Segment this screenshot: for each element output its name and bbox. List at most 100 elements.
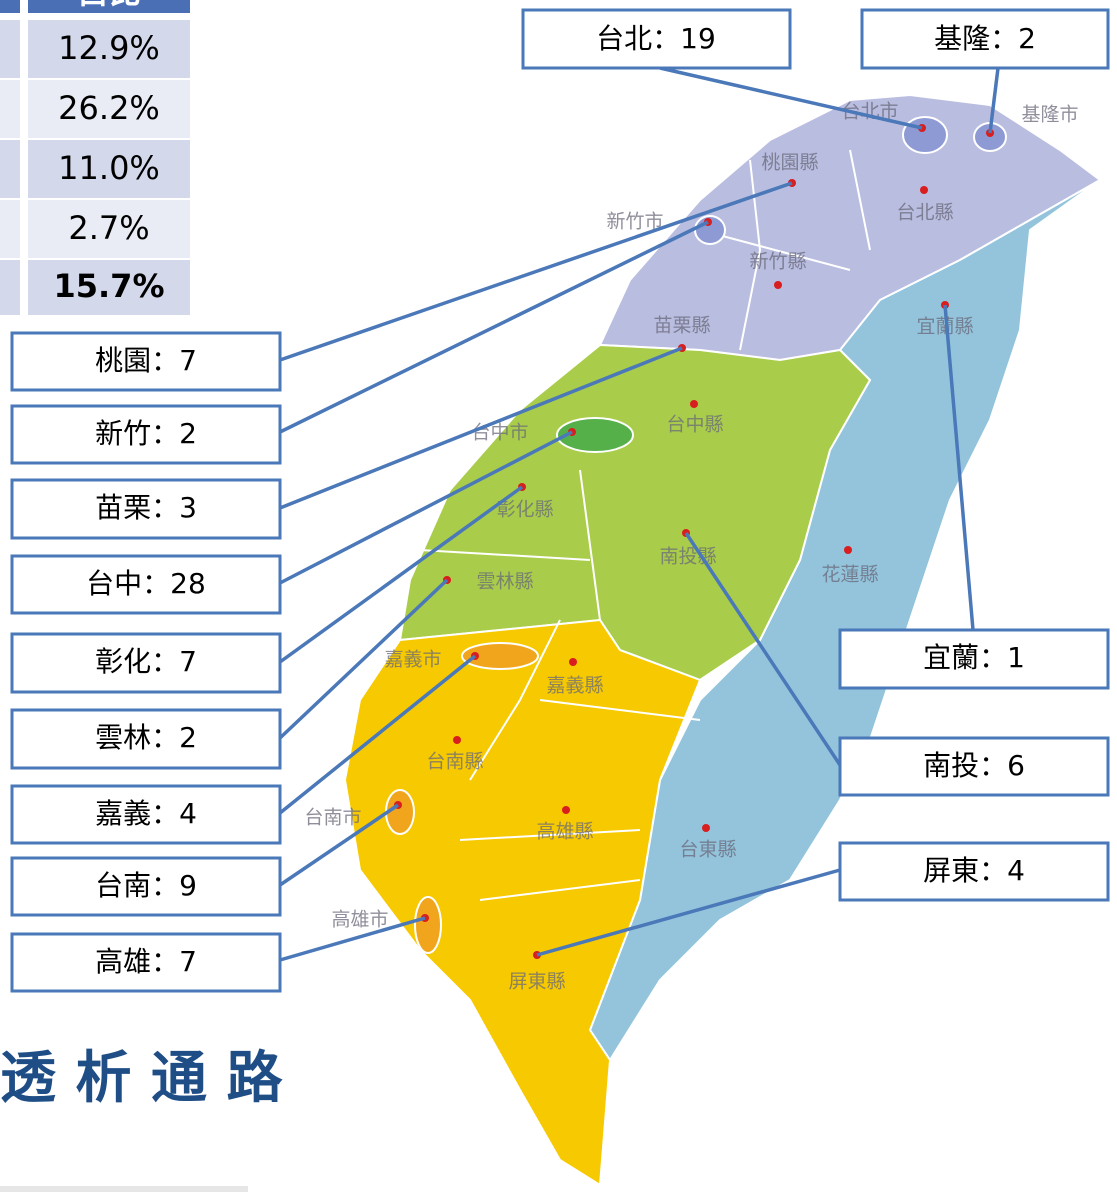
header-cell	[0, 0, 20, 13]
dot	[844, 546, 852, 554]
map-label: 屏東縣	[508, 971, 565, 993]
footer-bar	[0, 1186, 248, 1192]
cell-text: 12.9%	[58, 29, 160, 67]
callout-box	[10, 784, 282, 845]
leader-line	[279, 181, 793, 362]
leader-line	[278, 654, 477, 815]
dot	[569, 658, 577, 666]
city-patch	[461, 642, 539, 670]
title: 透 析 通 路	[0, 1046, 283, 1111]
dot	[702, 824, 710, 832]
callout-label: 彰化：7	[95, 645, 197, 678]
leader-line	[659, 66, 923, 130]
callout-box	[10, 554, 282, 615]
callouts: 台北：19 基隆：2 桃園：7 新竹：2 苗栗：3 台中：28 彰化：7 雲林：…	[10, 8, 1110, 993]
callout-label: 屏東：4	[923, 854, 1025, 887]
leader-line	[278, 485, 524, 664]
leader-line	[988, 67, 1000, 134]
map-label: 新竹市	[606, 211, 663, 233]
leader-line	[278, 578, 449, 740]
callout-label: 台南：9	[95, 869, 197, 902]
map-label: 台北縣	[896, 202, 953, 224]
dot	[774, 281, 782, 289]
header-text: 占比	[77, 0, 141, 11]
header-cell	[28, 0, 190, 13]
leader-line	[279, 346, 683, 510]
cell-text: 11.0%	[58, 149, 160, 187]
map-label: 南投縣	[659, 546, 716, 568]
callout-label: 台北：19	[596, 22, 716, 55]
callout-box	[10, 331, 282, 392]
callout-label: 高雄：7	[95, 945, 197, 978]
map-label: 苗栗縣	[653, 315, 710, 337]
map-label: 基隆市	[1021, 104, 1078, 126]
map-label: 台南市	[304, 807, 361, 829]
callout-box	[10, 404, 282, 465]
callout-box	[10, 478, 282, 540]
dot	[453, 736, 461, 744]
callout-box	[838, 736, 1110, 797]
city-patch	[414, 896, 442, 954]
map-label: 花蓮縣	[821, 564, 878, 586]
leader-line	[684, 532, 842, 766]
map-label: 彰化縣	[496, 499, 553, 521]
map-label: 台北市	[841, 101, 898, 123]
leader-line	[536, 868, 841, 957]
cell	[0, 80, 20, 138]
region-south	[343, 618, 702, 1187]
cell	[28, 20, 190, 78]
leader-line	[943, 304, 975, 631]
callout-label: 雲林：2	[95, 721, 197, 754]
map-label: 高雄市	[331, 909, 388, 931]
map-label: 雲林縣	[476, 571, 533, 593]
cell	[0, 200, 20, 258]
map-label: 桃園縣	[761, 152, 818, 174]
callout-box	[860, 8, 1110, 70]
map-label: 台中市	[471, 422, 528, 444]
cell	[0, 20, 20, 78]
cell	[28, 140, 190, 198]
leader-line	[279, 430, 573, 585]
boundary	[419, 149, 871, 901]
callout-box	[521, 8, 792, 70]
cell	[28, 260, 190, 315]
leader-lines	[278, 66, 1000, 962]
callout-label: 宜蘭：1	[923, 641, 1025, 674]
callout-label: 南投：6	[923, 749, 1025, 782]
callout-box	[10, 632, 282, 694]
leader-line	[279, 803, 399, 887]
callout-box	[838, 841, 1110, 902]
callout-label: 桃園：7	[95, 344, 197, 377]
dot	[562, 806, 570, 814]
city-patch	[556, 417, 634, 453]
map	[343, 93, 1102, 1187]
callout-box	[10, 708, 282, 770]
cell	[28, 200, 190, 258]
cell-text: 26.2%	[58, 89, 160, 127]
dot	[920, 186, 928, 194]
map-label: 高雄縣	[536, 821, 593, 843]
callout-label: 新竹：2	[95, 417, 197, 450]
callout-box	[838, 628, 1110, 690]
callout-box	[10, 932, 282, 993]
map-label: 新竹縣	[749, 251, 806, 273]
callout-box	[10, 856, 282, 917]
leader-line	[279, 220, 709, 434]
map-label: 台東縣	[679, 839, 736, 861]
map-label: 台南縣	[426, 751, 483, 773]
map-labels: 台北市 基隆市 桃園縣 新竹市 台北縣 新竹縣 宜蘭縣 苗栗縣 台中市 台中縣 …	[304, 101, 1078, 993]
callout-label: 基隆：2	[934, 22, 1036, 55]
callout-label: 苗栗：3	[95, 491, 197, 524]
cell-text: 2.7%	[68, 209, 149, 247]
table: 占比 12.9% 26.2% 11.0% 2.7% 15.7%	[0, 0, 190, 315]
map-label: 嘉義市	[384, 649, 441, 671]
leader-line	[279, 916, 426, 962]
cell-text: 15.7%	[53, 267, 164, 305]
cell	[28, 80, 190, 138]
dot	[690, 400, 698, 408]
city-patch	[902, 116, 948, 154]
cell	[0, 140, 20, 198]
map-label: 宜蘭縣	[916, 316, 973, 338]
map-label: 嘉義縣	[546, 675, 603, 697]
